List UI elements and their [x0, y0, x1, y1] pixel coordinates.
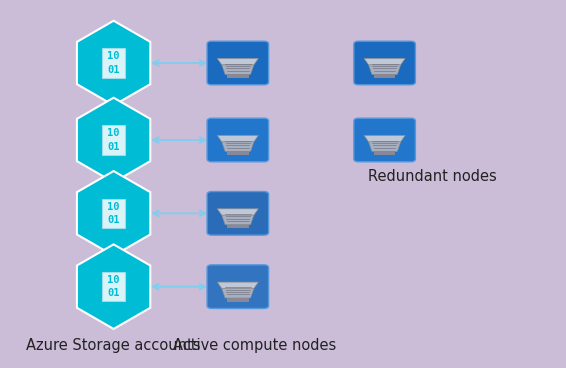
- Polygon shape: [364, 59, 405, 65]
- FancyBboxPatch shape: [207, 265, 269, 308]
- Polygon shape: [222, 142, 254, 151]
- FancyBboxPatch shape: [207, 191, 269, 235]
- Text: 10
01: 10 01: [108, 128, 120, 152]
- Text: 10
01: 10 01: [108, 52, 120, 75]
- Polygon shape: [222, 289, 254, 298]
- Polygon shape: [222, 65, 254, 74]
- Polygon shape: [77, 244, 151, 329]
- FancyBboxPatch shape: [207, 41, 269, 85]
- FancyBboxPatch shape: [207, 118, 269, 162]
- Polygon shape: [368, 65, 401, 74]
- FancyBboxPatch shape: [374, 74, 396, 78]
- Polygon shape: [217, 282, 258, 289]
- Polygon shape: [77, 21, 151, 105]
- Text: Azure Storage accounts: Azure Storage accounts: [27, 338, 201, 353]
- FancyBboxPatch shape: [102, 198, 125, 228]
- FancyBboxPatch shape: [227, 298, 248, 302]
- Polygon shape: [77, 171, 151, 256]
- Text: Redundant nodes: Redundant nodes: [368, 169, 496, 184]
- FancyBboxPatch shape: [227, 151, 248, 155]
- FancyBboxPatch shape: [374, 151, 396, 155]
- Polygon shape: [222, 215, 254, 224]
- FancyBboxPatch shape: [102, 48, 125, 78]
- FancyBboxPatch shape: [354, 41, 415, 85]
- Polygon shape: [217, 135, 258, 142]
- Polygon shape: [364, 135, 405, 142]
- FancyBboxPatch shape: [227, 74, 248, 78]
- Polygon shape: [77, 98, 151, 182]
- Polygon shape: [217, 59, 258, 65]
- Text: 10
01: 10 01: [108, 202, 120, 225]
- FancyBboxPatch shape: [227, 224, 248, 229]
- Polygon shape: [368, 142, 401, 151]
- FancyBboxPatch shape: [354, 118, 415, 162]
- Text: 10
01: 10 01: [108, 275, 120, 298]
- Polygon shape: [217, 209, 258, 215]
- FancyBboxPatch shape: [102, 272, 125, 301]
- Text: Active compute nodes: Active compute nodes: [173, 338, 336, 353]
- FancyBboxPatch shape: [102, 125, 125, 155]
